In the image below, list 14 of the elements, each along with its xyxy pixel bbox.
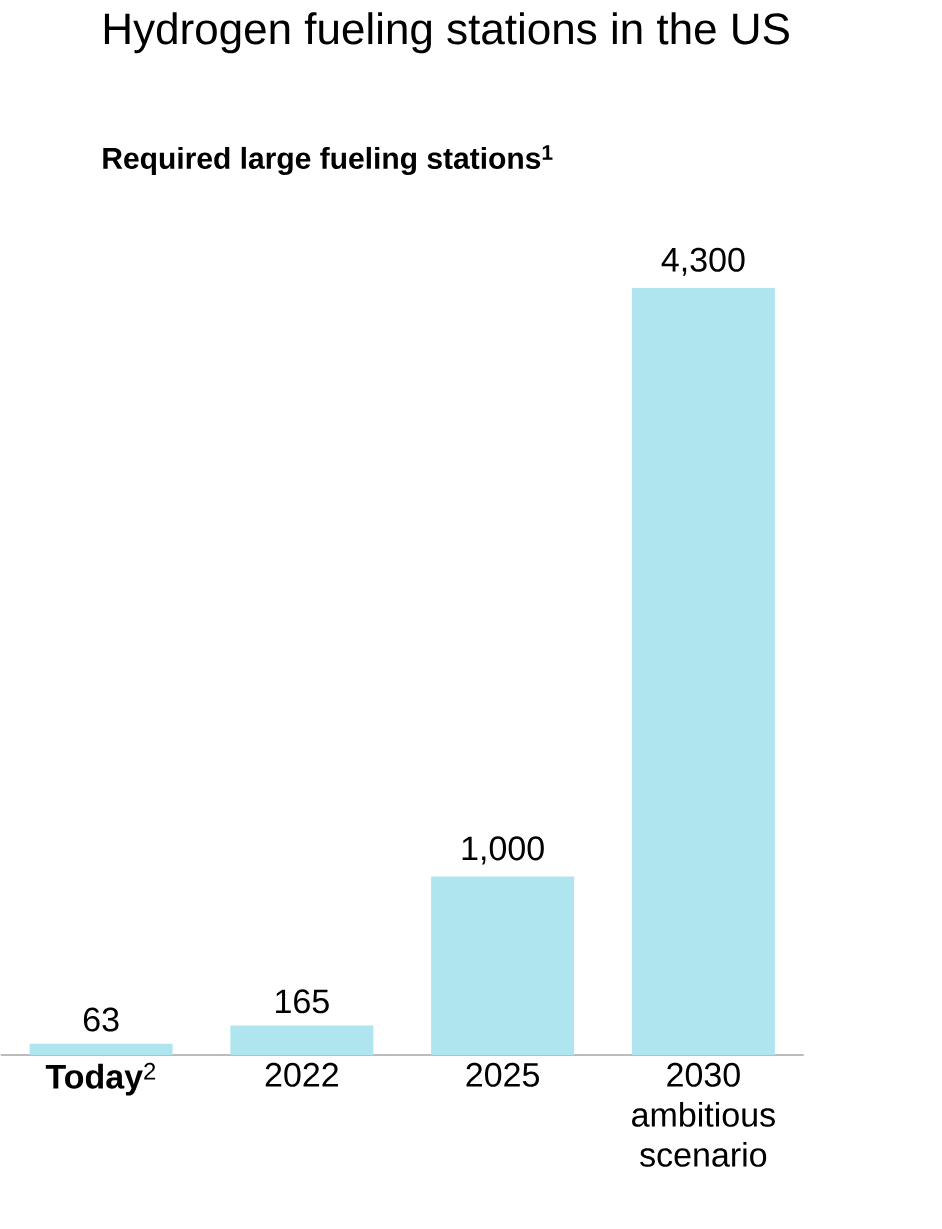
data-label: 4,300 (661, 247, 745, 276)
x-tick-label: 2025 (466, 1062, 539, 1087)
bar (631, 287, 775, 1055)
x-tick-label: Today$^{2}$ (45, 1062, 156, 1096)
data-label: 63 (83, 1007, 119, 1032)
chart-subtitle: Required large fueling stations$^{1}$ (103, 145, 553, 176)
data-label: 1,000 (462, 836, 544, 865)
data-label: 165 (276, 989, 329, 1014)
bar (230, 1025, 374, 1055)
x-tick-label: 2022 (265, 1062, 338, 1087)
bar (431, 876, 575, 1055)
chart-title: Hydrogen fueling stations in the US (104, 12, 789, 54)
bar (29, 1043, 173, 1055)
x-tick-label: 2030 ambitious scenario (632, 1062, 775, 1167)
